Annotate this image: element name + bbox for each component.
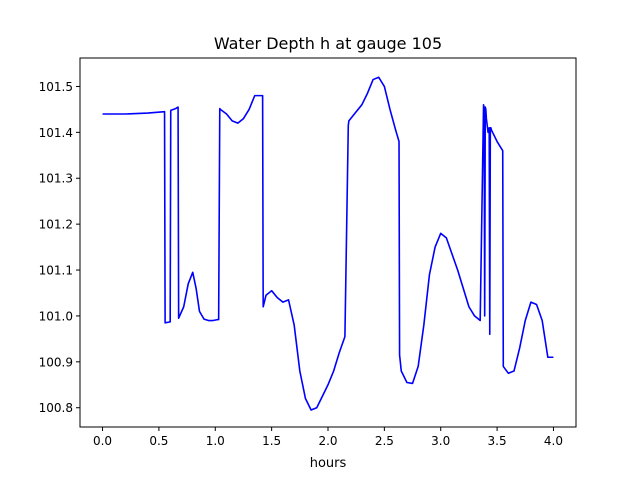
x-tick-label: 0.0: [93, 434, 112, 448]
x-tick-label: 3.0: [431, 434, 450, 448]
y-tick-label: 100.8: [39, 401, 73, 415]
x-tick-label: 0.5: [149, 434, 168, 448]
x-tick-label: 2.0: [318, 434, 337, 448]
x-tick-label: 4.0: [544, 434, 563, 448]
x-tick-label: 1.5: [262, 434, 281, 448]
y-tick-label: 100.9: [39, 355, 73, 369]
series-line-0: [102, 76, 554, 411]
y-tick-label: 101.1: [39, 264, 73, 278]
x-axis: 0.0 0.5 1.0 1.5 2.0 2.5 3.0 3.5 4.0: [93, 427, 563, 448]
x-tick-label: 2.5: [375, 434, 394, 448]
y-tick-label: 101.0: [39, 309, 73, 323]
x-tick-label: 1.0: [206, 434, 225, 448]
chart-title: Water Depth h at gauge 105: [214, 34, 442, 53]
y-tick-label: 101.5: [39, 80, 73, 94]
y-tick-label: 101.2: [39, 218, 73, 232]
x-tick-label: 3.5: [488, 434, 507, 448]
y-tick-label: 101.4: [39, 126, 73, 140]
x-axis-label: hours: [310, 456, 347, 471]
y-tick-label: 101.3: [39, 172, 73, 186]
y-axis: 100.8 100.9 101.0 101.1 101.2 101.3 101.4 101.5: [39, 80, 80, 415]
